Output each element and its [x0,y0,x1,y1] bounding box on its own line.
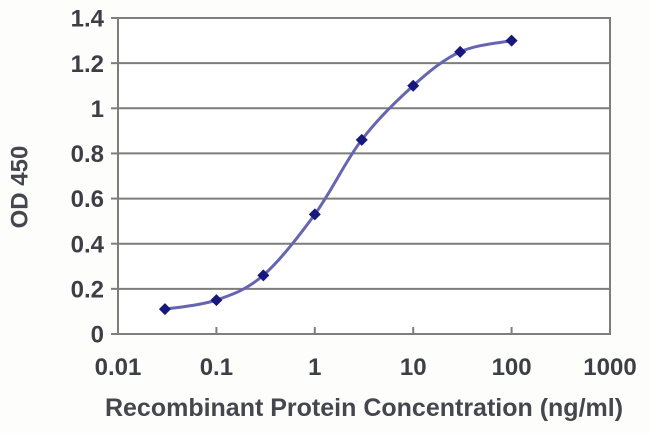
plot-area [118,18,610,334]
x-tick-label: 10 [400,354,427,381]
y-tick-label: 1 [91,96,104,123]
y-tick-label: 0.6 [71,186,104,213]
x-tick-label: 100 [492,354,532,381]
plot-border [117,17,611,335]
data-point-marker [454,45,467,58]
y-tick-label: 0.2 [71,276,104,303]
y-tick-label: 1.2 [71,51,104,78]
y-tick-label: 0.4 [71,231,105,258]
data-point-marker [355,133,368,146]
data-point-marker [407,79,420,92]
x-tick-label: 1 [308,354,321,381]
series-line [163,39,514,311]
data-point-marker [257,269,270,282]
x-tick-label: 0.01 [95,354,142,381]
x-tick-label: 0.1 [200,354,233,381]
data-point-marker [308,208,321,221]
y-tick-label: 1.4 [71,6,105,33]
x-axis-title: Recombinant Protein Concentration (ng/ml… [105,394,623,422]
y-tick-label: 0.8 [71,141,104,168]
data-point-marker [158,303,171,316]
y-tick-label: 0 [91,322,104,349]
data-point-marker [210,294,223,307]
data-point-marker [505,34,518,47]
x-tick-label: 1000 [583,354,636,381]
y-axis-title: OD 450 [7,146,34,229]
